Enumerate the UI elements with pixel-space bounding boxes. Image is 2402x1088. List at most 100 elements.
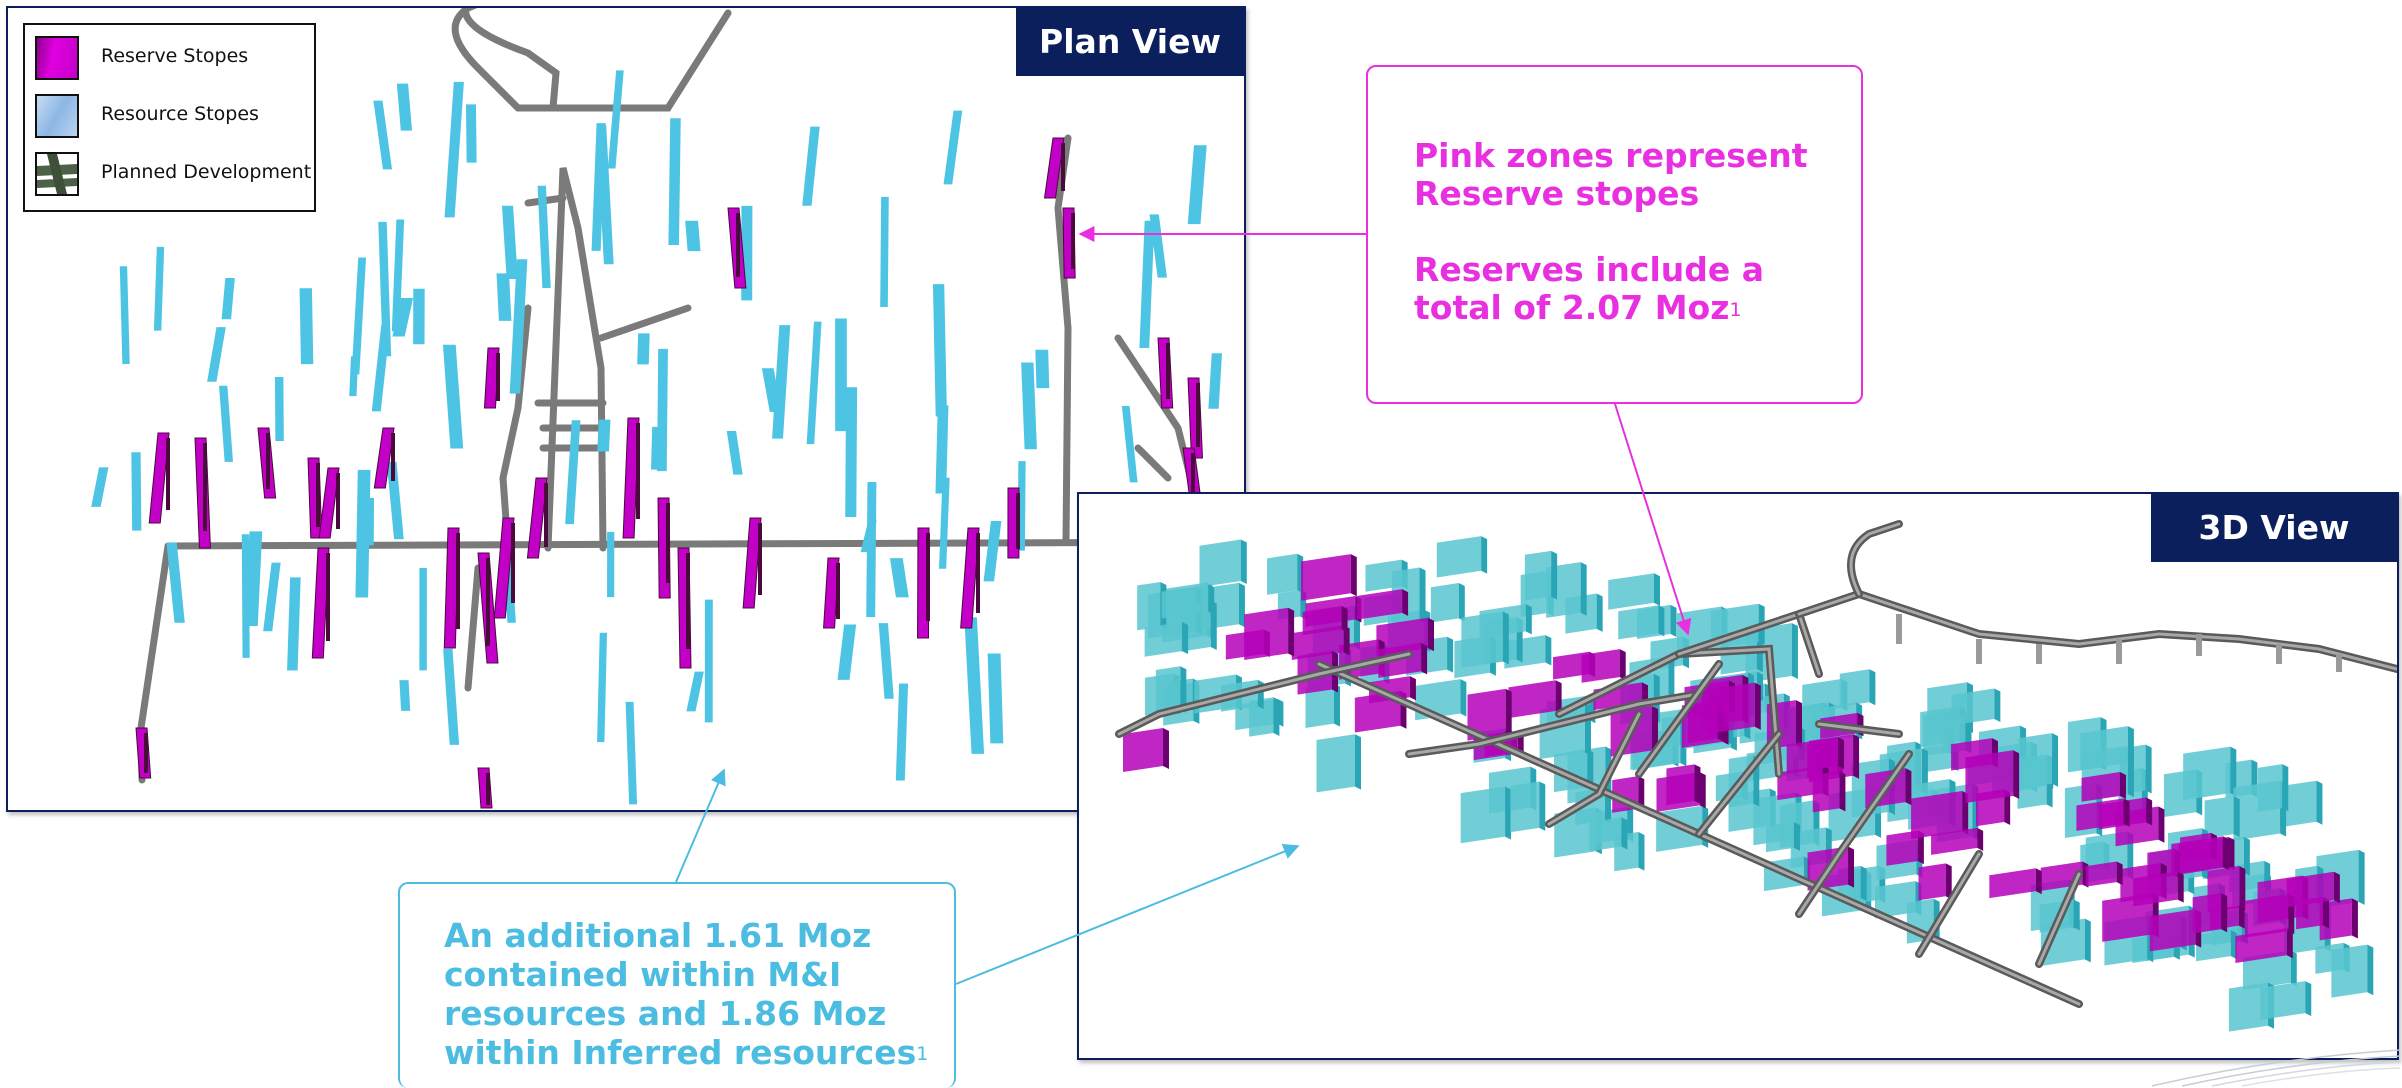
stope-block-side <box>2282 764 2289 812</box>
tunnel-highlight <box>1407 692 1701 756</box>
stope-block-side <box>1419 567 1426 624</box>
stope-block-side <box>2177 871 2184 903</box>
stope <box>1139 220 1155 348</box>
stope <box>637 333 650 365</box>
stope-block <box>1786 737 1839 774</box>
stope-block <box>1666 764 1695 806</box>
stope <box>386 461 404 540</box>
stope-block <box>1839 669 1870 707</box>
tunnel-highlight <box>1817 722 1901 736</box>
stope-block-side <box>1481 536 1488 574</box>
stope-block <box>1951 688 1995 726</box>
legend-label-resource: Resource Stopes <box>101 103 259 125</box>
development-swatch <box>35 152 79 196</box>
3d-stope-blocks <box>1123 536 2374 1032</box>
stope <box>318 467 340 539</box>
decorative-swoosh <box>2151 1049 2401 1087</box>
stope-block-side <box>1402 589 1409 616</box>
stope <box>704 599 713 723</box>
stope-block <box>1123 728 1163 772</box>
stope <box>837 624 857 680</box>
stope-block <box>1777 765 1823 801</box>
stope <box>526 477 548 559</box>
stope-block-side <box>1421 642 1428 675</box>
stope-block-side <box>2052 733 2059 787</box>
stope <box>806 321 822 445</box>
resource-callout: An additional 1.61 Moz contained within … <box>398 882 956 1088</box>
resource-callout-line2: contained within M&I <box>444 955 842 994</box>
stope <box>299 288 314 365</box>
stope-block-side <box>1945 863 1952 900</box>
stope-block-side <box>1619 649 1626 681</box>
stope <box>597 419 611 452</box>
stope <box>607 531 615 598</box>
stope-block-side <box>1555 680 1562 715</box>
stope-block <box>1765 822 1794 853</box>
stope <box>153 246 165 331</box>
stope-block <box>1144 622 1183 657</box>
stope <box>144 733 148 773</box>
stope <box>880 196 889 308</box>
stope-block-side <box>1505 786 1512 840</box>
stope <box>668 118 681 245</box>
stope-block <box>2183 746 2231 801</box>
stope-block <box>2018 733 2053 789</box>
stope-block <box>2286 871 2334 908</box>
stope <box>373 100 393 170</box>
stope-block <box>1137 581 1161 631</box>
stope-block-side <box>1795 700 1802 749</box>
stope-block-side <box>1699 772 1706 809</box>
stope-block <box>2149 909 2196 952</box>
plan-development-lines <box>137 8 1244 784</box>
stope <box>399 680 411 711</box>
stope <box>373 427 395 489</box>
stope <box>119 266 130 364</box>
stope-block <box>1931 827 1978 855</box>
stope <box>221 278 235 320</box>
stope-block <box>1467 688 1506 741</box>
stope-block <box>1989 868 2036 899</box>
stope <box>166 438 170 510</box>
stope-block <box>2102 893 2153 942</box>
3d-view-title: 3D View <box>2151 494 2397 562</box>
legend-item-reserve: Reserve Stopes <box>35 33 305 81</box>
resource-footnote: 1 <box>916 1043 929 1065</box>
stope-block <box>2331 944 2368 998</box>
stope <box>939 477 950 569</box>
stope <box>465 104 477 163</box>
stope-block-side <box>1502 611 1509 665</box>
stope <box>392 298 414 337</box>
stope <box>203 443 207 531</box>
stope <box>311 547 330 659</box>
stope <box>391 219 405 332</box>
stope-block-side <box>1551 550 1558 600</box>
development-icon <box>37 154 77 194</box>
stope-block-side <box>1427 617 1434 652</box>
stope-block-side <box>1853 734 1860 779</box>
stope-block-side <box>2333 871 2340 904</box>
stope <box>802 126 820 206</box>
stope <box>895 683 909 781</box>
stope <box>241 534 250 658</box>
stope-block-side <box>1977 827 1984 851</box>
stope-block-side <box>1838 737 1845 769</box>
tunnel-highlight <box>1917 852 1981 956</box>
stope-block-side <box>2230 746 2237 797</box>
stope-block-side <box>2358 849 2365 905</box>
plan-view-panel: Plan View Reserve Stopes Resource Stopes… <box>6 6 1246 812</box>
stope <box>932 284 947 417</box>
stope <box>943 110 963 185</box>
stope-block-side <box>1355 734 1362 790</box>
stope-block <box>1965 750 2014 804</box>
stope <box>866 482 877 618</box>
stope-block <box>2228 982 2268 1032</box>
stope-block-side <box>1638 831 1645 871</box>
stope-block-side <box>2222 836 2229 870</box>
development-drift <box>1134 444 1172 482</box>
stope <box>443 648 460 745</box>
development-drift <box>462 8 560 112</box>
stope <box>1061 143 1065 191</box>
stope <box>444 81 464 218</box>
stope-block-side <box>1638 776 1645 812</box>
stope-block-side <box>1334 683 1341 727</box>
